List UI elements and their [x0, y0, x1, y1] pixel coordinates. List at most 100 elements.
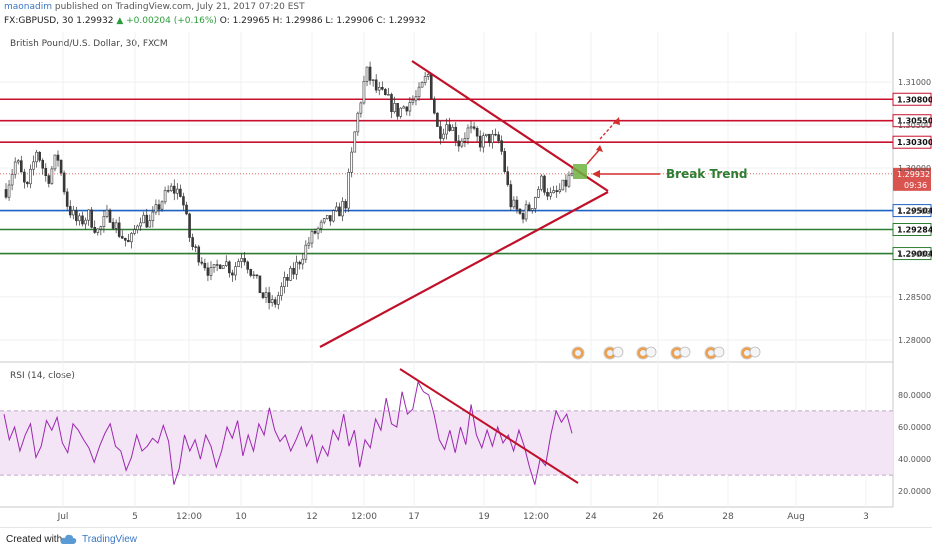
- candle-body: [417, 86, 421, 98]
- candle-body: [350, 151, 354, 173]
- calendar-event-icon[interactable]: [636, 346, 657, 360]
- author-link[interactable]: maonadim: [4, 2, 52, 12]
- candle-body: [283, 277, 286, 287]
- candle-body: [139, 222, 142, 227]
- candle-body: [136, 225, 139, 230]
- candle-body: [304, 244, 308, 260]
- candle-body: [16, 160, 20, 163]
- candle-body: [93, 227, 97, 233]
- candle-body: [295, 261, 298, 275]
- candle-body: [347, 172, 350, 209]
- tradingview-brand[interactable]: TradingView: [82, 534, 138, 545]
- candle-body: [29, 168, 32, 185]
- candle-body: [111, 222, 115, 229]
- candle-body: [240, 258, 243, 262]
- candle-body: [218, 264, 222, 269]
- price-tick-label: 1.31000: [898, 78, 931, 87]
- rsi-tick-label: 80.0000: [898, 391, 931, 400]
- level-label: 1.29504: [897, 207, 932, 216]
- candle-body: [433, 98, 436, 114]
- candle-body: [478, 135, 482, 148]
- x-tick-label: 28: [722, 512, 734, 522]
- candle-body: [19, 160, 23, 173]
- candle-body: [292, 267, 295, 275]
- last-price: 1.29932: [76, 16, 114, 26]
- candle-body: [521, 213, 525, 220]
- candle-body: [549, 192, 552, 197]
- candle-body: [127, 239, 130, 243]
- candle-body: [264, 292, 268, 298]
- candle-body: [176, 188, 179, 194]
- candle-body: [252, 274, 256, 276]
- candle-body: [408, 102, 412, 112]
- candle-body: [454, 126, 458, 142]
- candle-body: [289, 267, 292, 281]
- candle-body: [270, 299, 274, 304]
- published-line: maonadim published on TradingView.com, J…: [4, 2, 305, 12]
- candle-body: [463, 138, 467, 142]
- candle-body: [405, 106, 409, 112]
- candle-body: [301, 258, 305, 265]
- candle-body: [163, 190, 167, 203]
- candle-body: [78, 215, 81, 222]
- candle-body: [249, 269, 253, 276]
- candle-body: [527, 204, 531, 211]
- candle-body: [515, 199, 519, 210]
- level-label: 1.29284: [897, 226, 932, 235]
- candle-body: [166, 190, 170, 192]
- candle-body: [81, 215, 84, 225]
- candle-body: [197, 246, 201, 263]
- candle-body: [353, 131, 357, 153]
- candle-body: [50, 168, 54, 184]
- calendar-event-icon[interactable]: [571, 346, 585, 360]
- candle-body: [221, 265, 225, 269]
- candle-body: [231, 272, 234, 276]
- candle-body: [396, 102, 399, 117]
- candle-body: [341, 201, 344, 217]
- candle-body: [344, 201, 347, 209]
- candle-body: [564, 179, 568, 187]
- candle-body: [368, 66, 372, 81]
- candle-body: [258, 275, 262, 294]
- chart-area[interactable]: British Pound/U.S. Dollar, 30, FXCM RSI …: [0, 32, 932, 522]
- calendar-event-icon[interactable]: [740, 346, 761, 360]
- candle-body: [206, 267, 210, 276]
- candle-body: [561, 179, 565, 191]
- candle-body: [243, 258, 246, 263]
- candle-body: [273, 299, 277, 305]
- calendar-event-icon[interactable]: [704, 346, 725, 360]
- candle-body: [142, 214, 145, 224]
- candle-body: [10, 173, 14, 186]
- candle-body: [148, 220, 152, 228]
- lower-trendline: [319, 191, 609, 348]
- candle-body: [124, 237, 127, 241]
- candle-body: [13, 161, 17, 175]
- price-tick-label: 1.28000: [898, 336, 931, 345]
- candle-body: [215, 264, 219, 266]
- candle-body: [445, 124, 448, 135]
- candle-body: [356, 112, 360, 133]
- price-tick-label: 1.29000: [898, 250, 931, 259]
- published-text: published on TradingView.com, July 21, 2…: [54, 2, 305, 12]
- header-bar: maonadim published on TradingView.com, J…: [0, 0, 932, 32]
- candle-body: [390, 94, 393, 113]
- candle-body: [307, 242, 311, 246]
- countdown-label: 09:36: [904, 181, 927, 190]
- candle-body: [246, 261, 249, 270]
- calendar-event-icon[interactable]: [603, 346, 624, 360]
- cloud-logo-icon: [60, 534, 77, 544]
- price-chart[interactable]: British Pound/U.S. Dollar, 30, FXCM RSI …: [0, 32, 932, 522]
- candle-body: [546, 191, 549, 197]
- candle-body: [472, 126, 476, 129]
- rsi-trendline: [399, 368, 579, 484]
- rsi-tick-label: 40.0000: [898, 455, 931, 464]
- candle-body: [374, 79, 378, 91]
- candle-body: [567, 174, 571, 187]
- x-tick-label: 24: [585, 512, 597, 522]
- candle-body: [224, 261, 228, 266]
- candle-body: [286, 277, 289, 281]
- calendar-event-icon[interactable]: [670, 346, 691, 360]
- candle-body: [325, 215, 329, 219]
- candle-body: [228, 261, 231, 274]
- candle-body: [47, 175, 51, 184]
